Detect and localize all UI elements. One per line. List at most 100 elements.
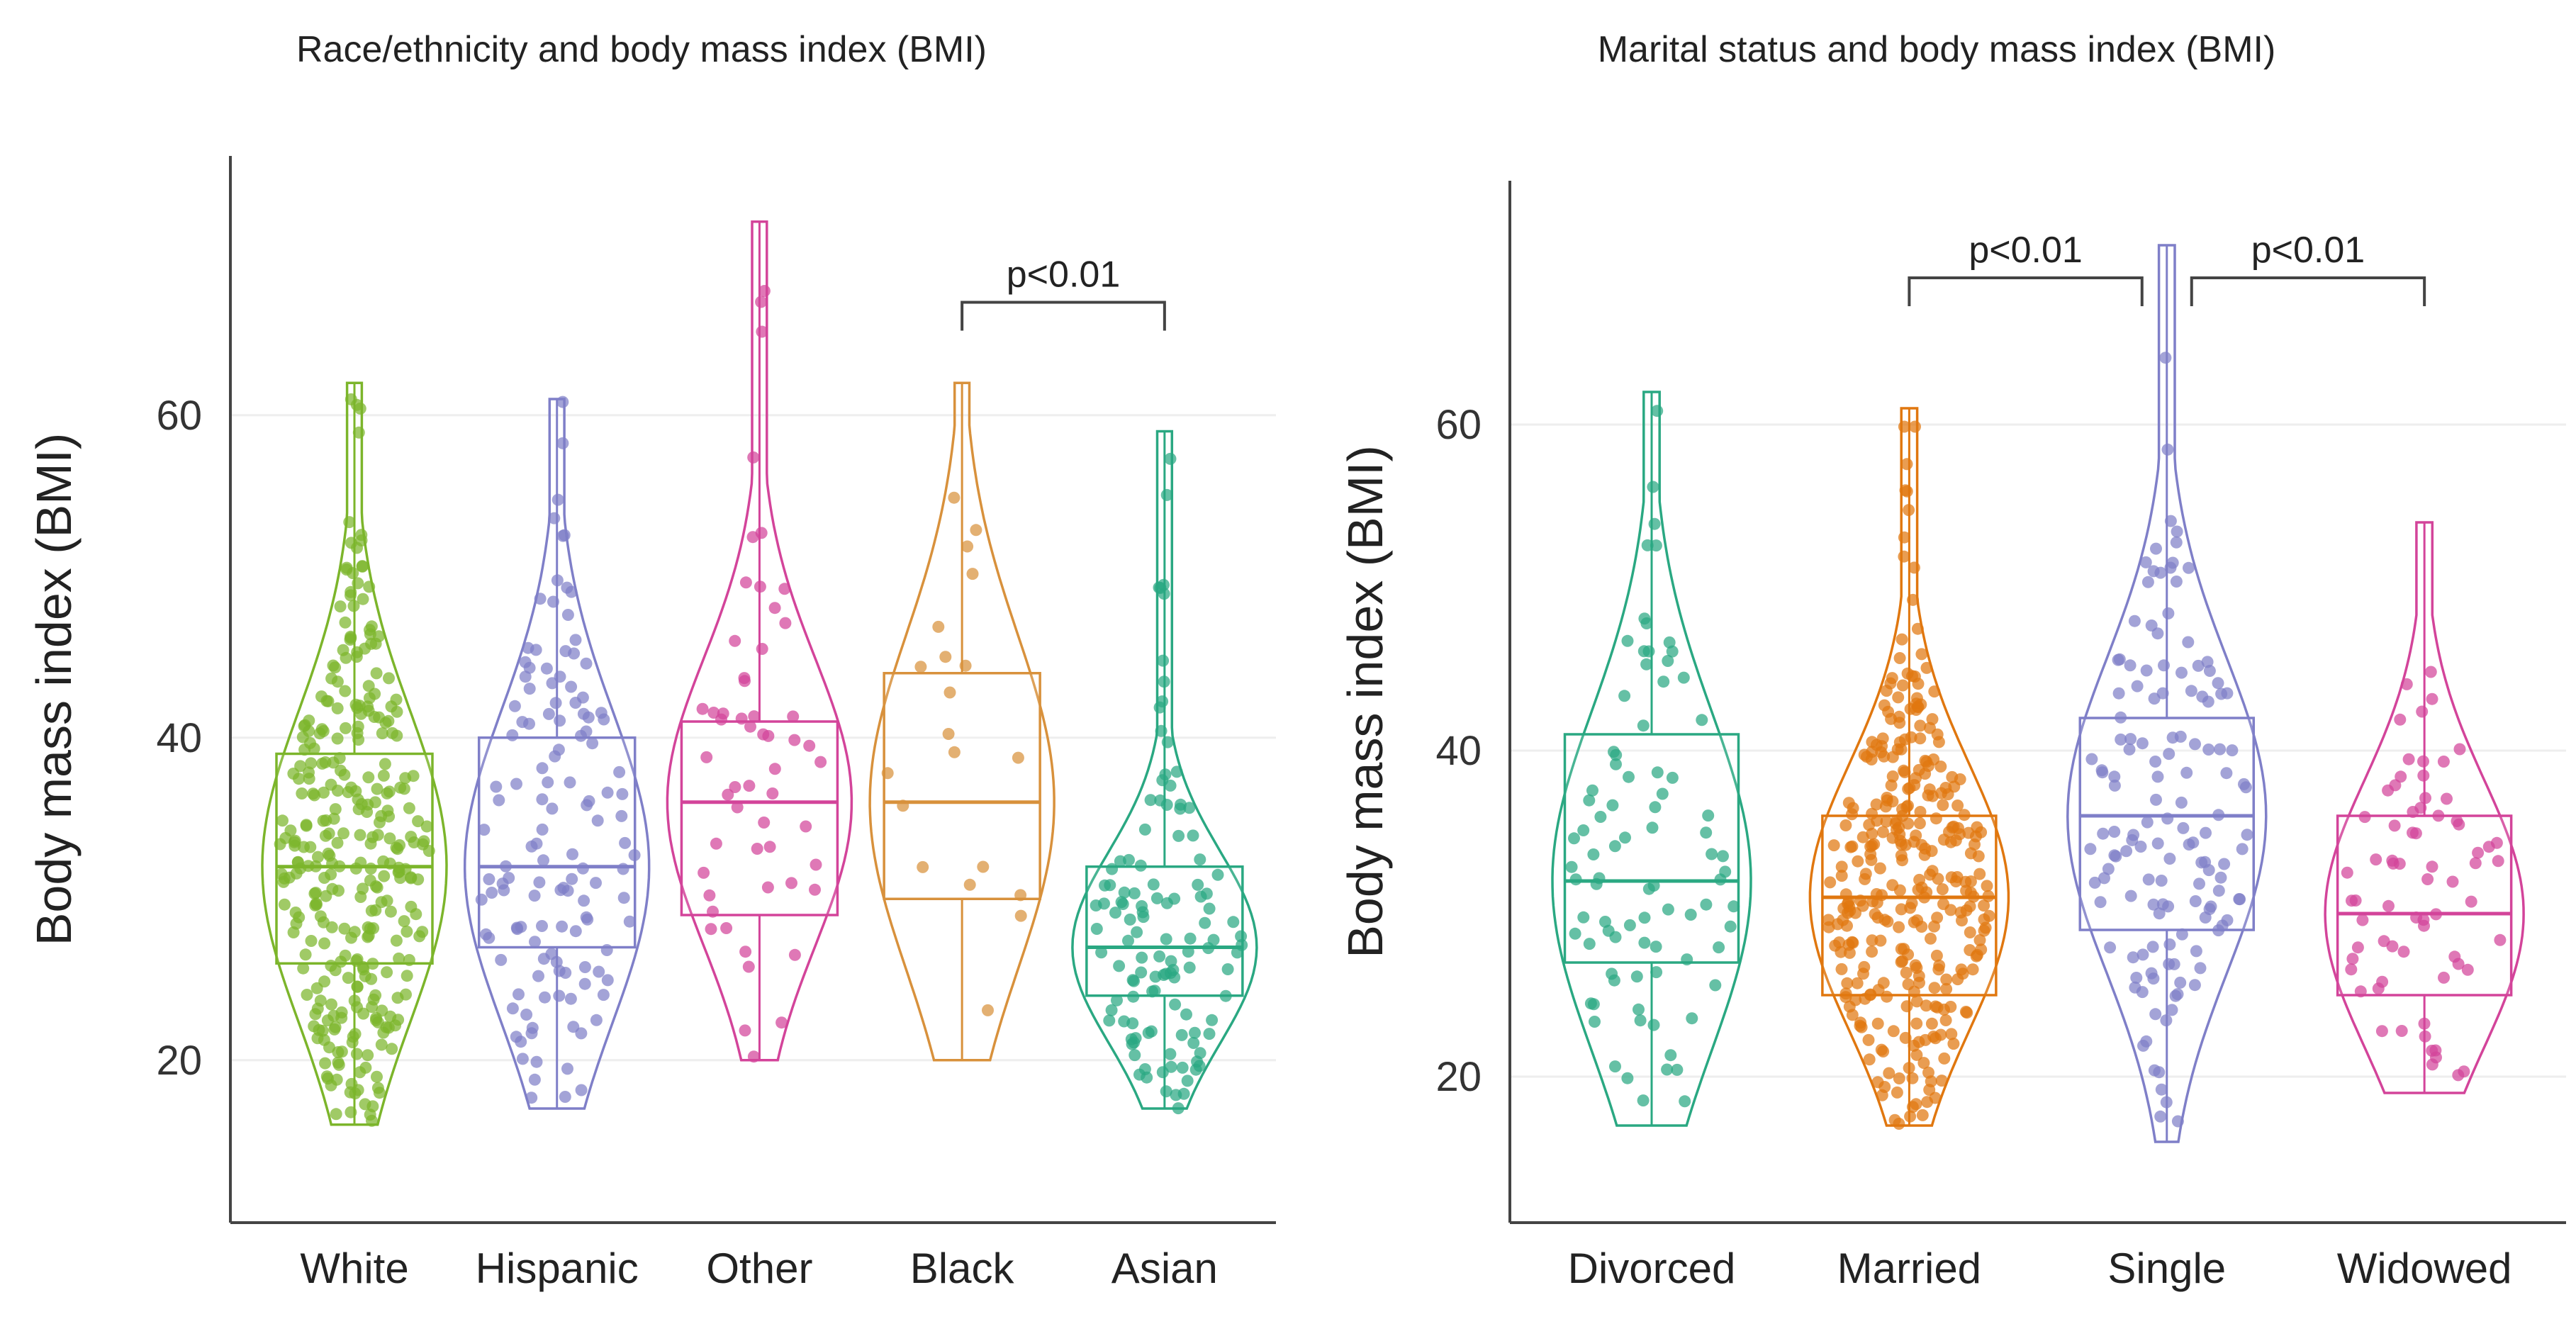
data-point — [2102, 863, 2115, 875]
data-point — [318, 1033, 330, 1046]
data-point — [1926, 713, 1939, 726]
data-point — [506, 729, 519, 741]
data-point — [516, 1053, 529, 1065]
data-point — [1895, 838, 1908, 851]
data-point — [2494, 933, 2507, 946]
data-point — [739, 576, 752, 589]
data-point — [1183, 961, 1196, 974]
x-tick-label: Hispanic — [476, 1245, 639, 1292]
data-point — [523, 683, 536, 695]
data-point — [318, 937, 331, 950]
data-point — [548, 512, 561, 524]
data-point — [739, 946, 752, 958]
data-point — [1633, 1003, 1645, 1016]
data-point — [2160, 1096, 2173, 1109]
data-point — [1936, 883, 1949, 896]
data-point — [1900, 458, 1913, 471]
data-point — [1893, 652, 1906, 664]
data-point — [2345, 963, 2358, 976]
data-point — [2453, 743, 2466, 756]
chart-plot: 20 40 60 Body mass index (BMI) White Hispanic… — [26, 156, 1276, 1292]
data-point — [1978, 899, 1990, 912]
data-point — [289, 907, 302, 919]
data-point — [1910, 1017, 1923, 1030]
points — [2084, 352, 2253, 1128]
data-point — [1913, 970, 1925, 982]
data-point — [977, 860, 990, 873]
data-point — [1925, 1017, 1938, 1030]
data-point — [1925, 845, 1938, 858]
data-point — [1663, 636, 1676, 649]
data-point — [1961, 1006, 1973, 1019]
data-point — [325, 998, 337, 1011]
data-point — [1128, 887, 1141, 899]
data-point — [779, 617, 792, 629]
data-point — [1876, 740, 1888, 753]
data-point — [1866, 807, 1878, 820]
data-point — [1855, 1021, 1868, 1033]
data-point — [1696, 714, 1708, 726]
data-point — [393, 865, 405, 878]
data-point — [2094, 896, 2107, 909]
data-point — [788, 948, 801, 961]
data-point — [1862, 1033, 1875, 1046]
data-point — [1664, 1049, 1677, 1062]
data-point — [586, 737, 599, 750]
data-point — [2128, 615, 2141, 627]
data-point — [1895, 633, 1908, 646]
data-point — [810, 858, 822, 871]
data-point — [1569, 927, 1581, 940]
data-point — [1919, 1033, 1932, 1046]
data-point — [565, 680, 578, 693]
data-point — [366, 958, 379, 970]
data-point — [556, 920, 569, 933]
data-point — [351, 980, 364, 993]
data-point — [700, 751, 713, 763]
data-point — [1677, 671, 1690, 684]
data-point — [1158, 675, 1170, 688]
data-point — [1106, 863, 1119, 875]
marital-status-bmi-chart: Marital status and body mass index (BMI)… — [1297, 0, 2576, 1324]
data-point — [1105, 1004, 1118, 1016]
data-point — [1684, 909, 1697, 921]
data-point — [943, 686, 956, 699]
points — [475, 395, 641, 1104]
data-point — [1859, 868, 1872, 880]
data-point — [1849, 907, 1861, 919]
data-point — [1827, 839, 1840, 852]
data-point — [1966, 963, 1979, 976]
data-point — [365, 904, 378, 917]
data-point — [536, 793, 549, 806]
data-point — [549, 750, 561, 763]
data-point — [1111, 994, 1123, 1006]
data-point — [1954, 773, 1966, 785]
data-point — [1169, 998, 1182, 1011]
data-point — [710, 837, 722, 850]
data-point — [556, 395, 569, 408]
data-point — [763, 841, 776, 853]
data-point — [561, 609, 574, 621]
data-point — [391, 992, 404, 1004]
data-point — [1184, 932, 1197, 945]
x-tick-label: Other — [706, 1245, 812, 1292]
data-point — [1905, 731, 1917, 744]
data-point — [369, 880, 382, 892]
data-point — [2432, 809, 2445, 822]
data-point — [554, 714, 566, 727]
data-point — [617, 863, 629, 875]
data-point — [298, 719, 311, 731]
data-point — [2108, 826, 2121, 838]
data-point — [331, 675, 344, 688]
data-point — [2189, 738, 2201, 751]
data-point — [310, 887, 322, 899]
data-point — [1939, 1014, 1952, 1026]
data-point — [553, 965, 566, 977]
data-point — [2175, 928, 2188, 941]
data-point — [1885, 712, 1898, 725]
data-point — [1219, 989, 1232, 1002]
p-value-label: p<0.01 — [1969, 230, 2083, 271]
data-point — [2140, 1035, 2153, 1048]
data-point — [1886, 770, 1899, 782]
data-point — [276, 814, 289, 827]
data-point — [1877, 1045, 1890, 1057]
